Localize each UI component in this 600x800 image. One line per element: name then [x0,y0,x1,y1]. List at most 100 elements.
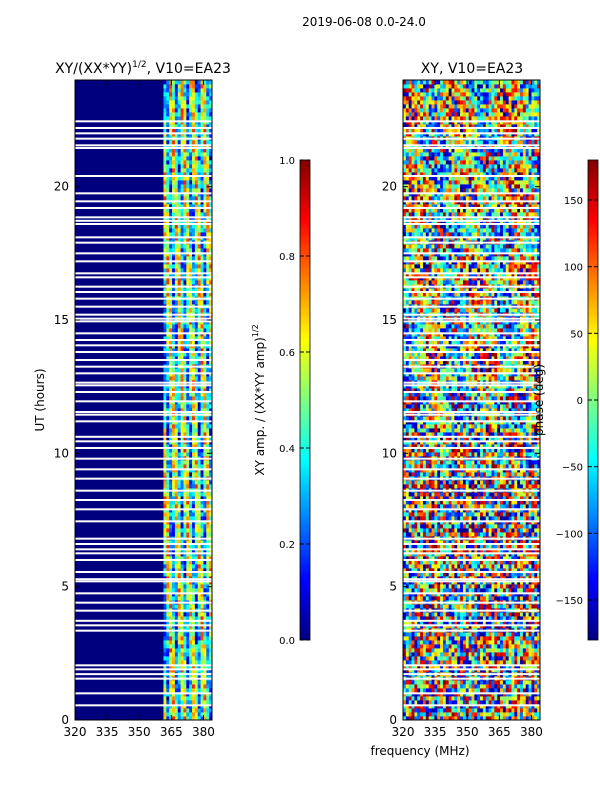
amp-cell [183,616,187,621]
amp-cell [197,84,201,89]
amp-cell [166,168,170,173]
amp-cell [194,224,199,229]
phase-cell [442,648,447,653]
amp-cell [194,604,199,609]
amp-cell [197,424,201,429]
phase-cell [440,620,444,625]
amp-cell [174,224,179,229]
amp-cell [174,176,179,181]
amp-cell [169,268,173,273]
amp-cell [206,560,210,565]
amp-cell [183,516,187,521]
phase-cell [494,632,498,637]
phase-cell [442,656,447,661]
amp-cell [189,180,193,185]
amp-cell [189,512,193,517]
phase-cell [471,680,475,685]
amp-cell [192,212,196,217]
phase-cell [422,556,427,561]
amp-cell [166,388,170,393]
phase-cell [528,596,532,601]
amp-cell [200,280,204,285]
phase-cell [451,632,455,637]
amp-cell [192,180,196,185]
phase-cell [511,572,515,577]
phase-cell [417,652,421,657]
amp-cell [180,196,184,201]
phase-cell [502,584,507,589]
amp-cell [172,128,176,133]
phase-cell [471,568,475,573]
amp-cell [203,612,207,617]
amp-cell [174,632,179,637]
phase-cell [497,700,501,705]
amp-cell [206,540,210,545]
amp-cell [183,84,187,89]
phase-cell [445,652,450,657]
phase-cell [485,640,490,645]
amp-cell [200,176,204,181]
amp-cell [186,172,190,177]
amp-cell [203,484,207,489]
amp-cell [174,152,179,157]
amp-cell [186,308,190,313]
phase-cell [403,620,407,625]
amp-cell [174,336,179,341]
amp-cell [206,360,210,365]
phase-cell [531,620,535,625]
amp-cell [194,516,199,521]
amp-cell [183,148,187,153]
phase-cell [528,632,532,637]
amp-cell [197,220,201,225]
amp-cell [169,220,173,225]
amp-cell [189,680,193,685]
phase-cell [460,696,464,701]
amp-cell [189,404,193,409]
phase-cell [448,660,452,665]
phase-cell [514,616,518,621]
phase-cell [488,708,492,713]
phase-cell [440,588,444,593]
amp-cell [166,504,170,509]
amp-cell [172,112,176,117]
phase-cell [482,568,487,573]
amp-cell [206,324,210,329]
amp-cell [189,244,193,249]
phase-cell [508,632,512,637]
phase-cell [437,688,441,693]
phase-cell [494,584,498,589]
phase-cell [520,620,524,625]
phase-cell [403,652,407,657]
amp-cell [183,360,187,365]
phase-cell [537,644,541,649]
amp-cell [209,224,213,229]
phase-cell [491,636,495,641]
phase-cell [471,596,475,601]
amp-cell [183,188,187,193]
amp-cell [169,680,173,685]
phase-cell [414,564,418,569]
phase-cell [514,572,518,577]
amp-cell [183,180,187,185]
phase-cell [480,688,484,693]
amp-cell [192,368,196,373]
amp-cell [169,360,173,365]
phase-cell [528,560,532,565]
phase-cell [497,712,501,717]
amp-cell [203,680,207,685]
amp-cell [189,280,193,285]
phase-cell [414,684,418,689]
phase-cell [457,544,461,549]
amp-cell [186,436,190,441]
phase-cell [411,708,415,713]
amp-cell [194,648,199,653]
phase-cell [474,636,478,641]
amp-cell [192,268,196,273]
amp-cell [163,648,167,653]
phase-cell [505,700,509,705]
amp-cell [183,348,187,353]
phase-cell [482,588,487,593]
phase-cell [474,656,478,661]
phase-cell [491,560,495,565]
amp-cell [209,84,213,89]
